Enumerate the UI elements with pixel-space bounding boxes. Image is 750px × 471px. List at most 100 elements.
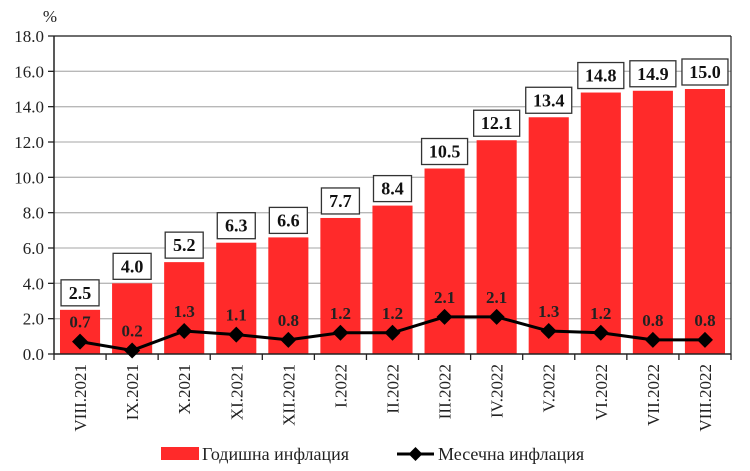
monthly-value-label: 1.2	[382, 304, 403, 323]
bar-value-label: 12.1	[473, 109, 521, 137]
bar-value-text: 14.8	[585, 66, 617, 86]
y-axis-ticks: 0.0 2.0 4.0 6.0 8.0 10.0 12.0 14.0 16.0 18.0	[14, 27, 54, 364]
x-category-label: X.2021	[175, 364, 194, 415]
y-tick-label: 14.0	[14, 98, 44, 117]
x-category-label: XI.2021	[227, 364, 246, 420]
bar-value-label: 14.9	[629, 60, 677, 88]
bar-value-box	[525, 86, 573, 114]
bar-value-text: 15.0	[689, 62, 721, 82]
axes	[53, 35, 732, 360]
diamond-marker-icon	[384, 324, 401, 341]
x-axis-category-labels: VIII.2021 IX.2021 X.2021 XI.2021 XII.2021 I.2…	[71, 364, 715, 432]
annual-inflation-labels: 2.5 4.0 5.2 6.3 6.6 7.7 8.4 10.5 12.1 13.4 14.8 14.…	[60, 58, 729, 307]
y-tick-label: 2.0	[23, 310, 44, 329]
bar	[632, 90, 673, 355]
legend-swatch-annual	[161, 447, 199, 460]
diamond-marker-icon	[696, 331, 713, 348]
bar-value-box	[372, 174, 413, 203]
x-category-label: I.2022	[331, 364, 350, 408]
y-tick-label: 12.0	[14, 133, 44, 152]
bar-value-text: 8.4	[381, 179, 404, 199]
monthly-value-label: 1.3	[174, 302, 195, 321]
y-tick-label: 10.0	[14, 168, 44, 187]
bar-value-text: 14.9	[637, 64, 669, 84]
x-category-label: VIII.2021	[71, 364, 90, 432]
diamond-marker-icon	[644, 331, 661, 348]
bar	[424, 168, 465, 354]
bar-value-text: 10.5	[429, 142, 461, 162]
bar-value-box	[577, 61, 625, 90]
bar-value-label: 2.5	[60, 279, 100, 307]
x-category-label: V.2022	[540, 364, 559, 412]
x-category-label: VI.2022	[592, 364, 611, 420]
monthly-value-label: 2.1	[486, 288, 507, 307]
bar-value-box	[164, 231, 204, 259]
bar-value-box	[420, 137, 469, 166]
x-category-label: IX.2021	[123, 364, 142, 420]
bar-value-text: 5.2	[173, 235, 196, 255]
y-tick-label: 8.0	[23, 204, 44, 223]
bar-value-label: 4.0	[112, 252, 152, 280]
bar-value-box	[473, 109, 521, 137]
monthly-value-label: 0.8	[694, 311, 715, 330]
diamond-marker-icon	[592, 324, 609, 341]
legend: Годишна инфлация Месечна инфлация	[161, 444, 584, 464]
bar-value-text: 4.0	[121, 256, 144, 276]
diamond-marker-icon	[436, 308, 453, 325]
diamond-marker-icon	[228, 326, 245, 343]
bar-value-label: 14.8	[577, 61, 625, 90]
bar-value-box	[268, 206, 308, 235]
bar-value-text: 6.3	[225, 216, 248, 236]
y-tick-label: 0.0	[23, 345, 44, 364]
bar-value-label: 15.0	[681, 58, 729, 86]
diamond-marker-icon	[488, 308, 505, 325]
bar-value-label: 6.6	[268, 206, 308, 235]
monthly-value-label: 1.3	[538, 302, 559, 321]
monthly-inflation-labels: 0.7 0.2 1.3 1.1 0.8 1.2 1.2 2.1 2.1 1.3 1.2 0.8 0.8	[69, 288, 715, 341]
monthly-value-label: 2.1	[434, 288, 455, 307]
monthly-value-label: 1.2	[590, 304, 611, 323]
bar-value-box	[629, 60, 677, 88]
x-category-label: VIII.2022	[696, 364, 715, 432]
bar-value-label: 13.4	[525, 86, 573, 114]
bar-value-box	[320, 187, 361, 215]
y-tick-label: 18.0	[14, 27, 44, 46]
legend-label-annual: Годишна инфлация	[202, 444, 349, 464]
monthly-value-label: 1.2	[330, 304, 351, 323]
bar-value-text: 12.1	[481, 113, 513, 133]
bar	[684, 89, 726, 354]
bar-value-box	[681, 58, 729, 86]
bar-value-label: 10.5	[420, 137, 469, 166]
diamond-marker-icon	[540, 323, 557, 340]
bar-value-label: 6.3	[216, 212, 256, 240]
diamond-marker-icon	[176, 323, 193, 340]
diamond-marker-icon	[408, 447, 423, 461]
y-tick-label: 4.0	[23, 274, 44, 293]
monthly-value-label: 0.7	[69, 313, 91, 332]
monthly-value-label: 0.8	[278, 311, 299, 330]
x-category-label: III.2022	[436, 364, 455, 419]
diamond-marker-icon	[72, 333, 89, 350]
bar-value-text: 6.6	[277, 210, 300, 230]
bar-value-label: 7.7	[320, 187, 361, 215]
x-category-label: II.2022	[384, 364, 403, 414]
bar-value-text: 7.7	[329, 191, 352, 211]
x-category-label: VII.2022	[644, 364, 663, 426]
monthly-value-label: 0.8	[642, 311, 663, 330]
y-tick-label: 16.0	[14, 62, 44, 81]
diamond-marker-icon	[124, 342, 141, 359]
x-category-label: XII.2021	[279, 364, 298, 426]
bar-value-text: 13.4	[533, 90, 565, 110]
y-tick-label: 6.0	[23, 239, 44, 258]
y-axis-unit-label: %	[43, 7, 57, 26]
diamond-marker-icon	[332, 324, 349, 341]
bar-value-label: 5.2	[164, 231, 204, 259]
bar-value-text: 2.5	[69, 283, 92, 303]
x-category-label: IV.2022	[488, 364, 507, 418]
bar-value-box	[216, 212, 256, 240]
bar-value-box	[60, 279, 100, 307]
legend-label-monthly: Месечна инфлация	[438, 444, 584, 464]
monthly-value-label: 0.2	[121, 321, 142, 340]
bar	[580, 92, 621, 355]
